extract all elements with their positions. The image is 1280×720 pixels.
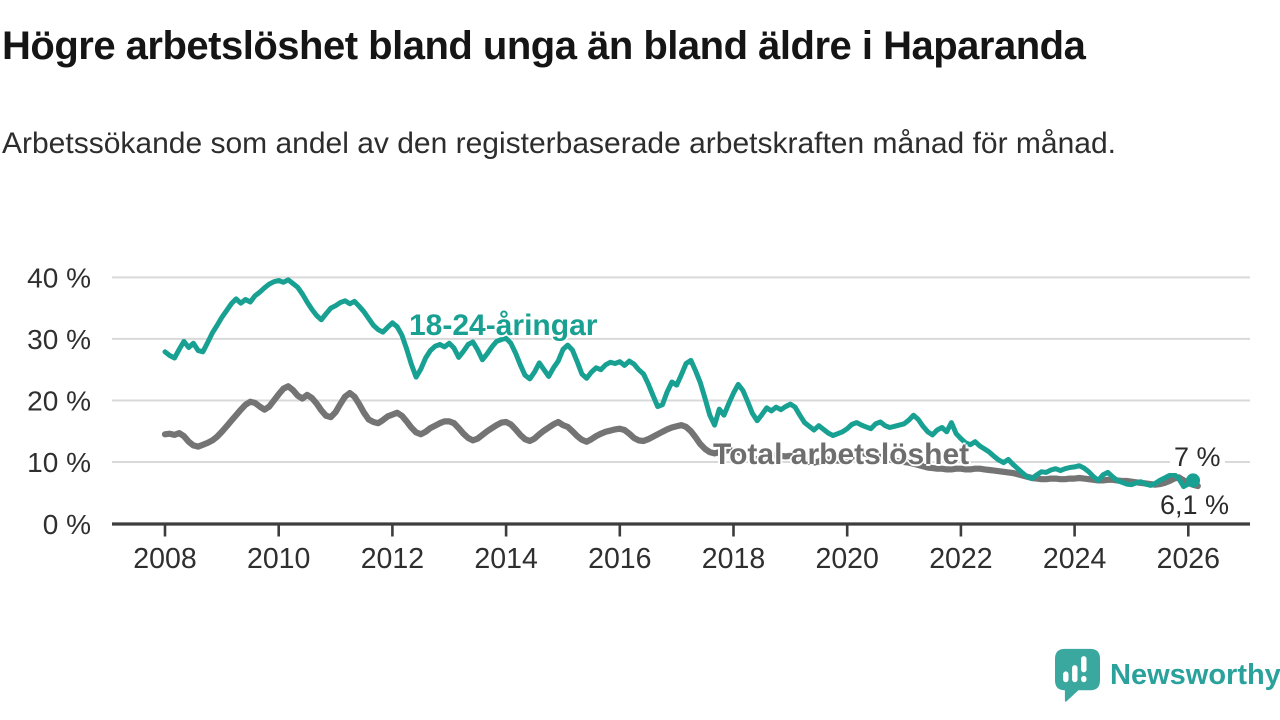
x-axis-tick-label: 2026	[1157, 543, 1220, 575]
series-label-young: 18-24-åringar	[409, 309, 598, 342]
x-axis-tick-label: 2010	[247, 543, 310, 575]
newsworthy-logo: Newsworthy	[1054, 648, 1280, 702]
y-axis-tick-label: 30 %	[27, 324, 91, 355]
page-title: Högre arbetslöshet bland unga än bland ä…	[2, 24, 1086, 68]
y-axis-tick-label: 40 %	[27, 262, 91, 293]
series-end-dot	[1186, 473, 1201, 488]
series-label-total: Total arbetslöshet	[713, 438, 970, 471]
x-axis-tick-label: 2012	[361, 543, 424, 575]
y-axis-tick-label: 0 %	[43, 509, 91, 540]
x-axis-tick-label: 2024	[1043, 543, 1107, 575]
line-young	[162, 277, 1196, 490]
x-axis-tick-label: 2014	[474, 543, 538, 575]
x-axis-tick-label: 2016	[588, 543, 651, 575]
newsworthy-wordmark: Newsworthy	[1110, 658, 1280, 691]
newsworthy-icon	[1055, 648, 1100, 702]
x-axis-tick-label: 2020	[815, 543, 878, 575]
y-axis-tick-label: 10 %	[27, 447, 91, 478]
x-axis-tick-label: 2022	[929, 543, 992, 575]
x-axis-tick-label: 2018	[702, 543, 765, 575]
chart-subtitle: Arbetssökande som andel av den registerb…	[2, 127, 1116, 160]
end-value-total: 6,1 %	[1156, 490, 1234, 521]
y-axis-tick-label: 20 %	[27, 385, 91, 416]
x-axis-tick-label: 2008	[133, 543, 196, 575]
end-value-young: 7 %	[1170, 442, 1225, 473]
